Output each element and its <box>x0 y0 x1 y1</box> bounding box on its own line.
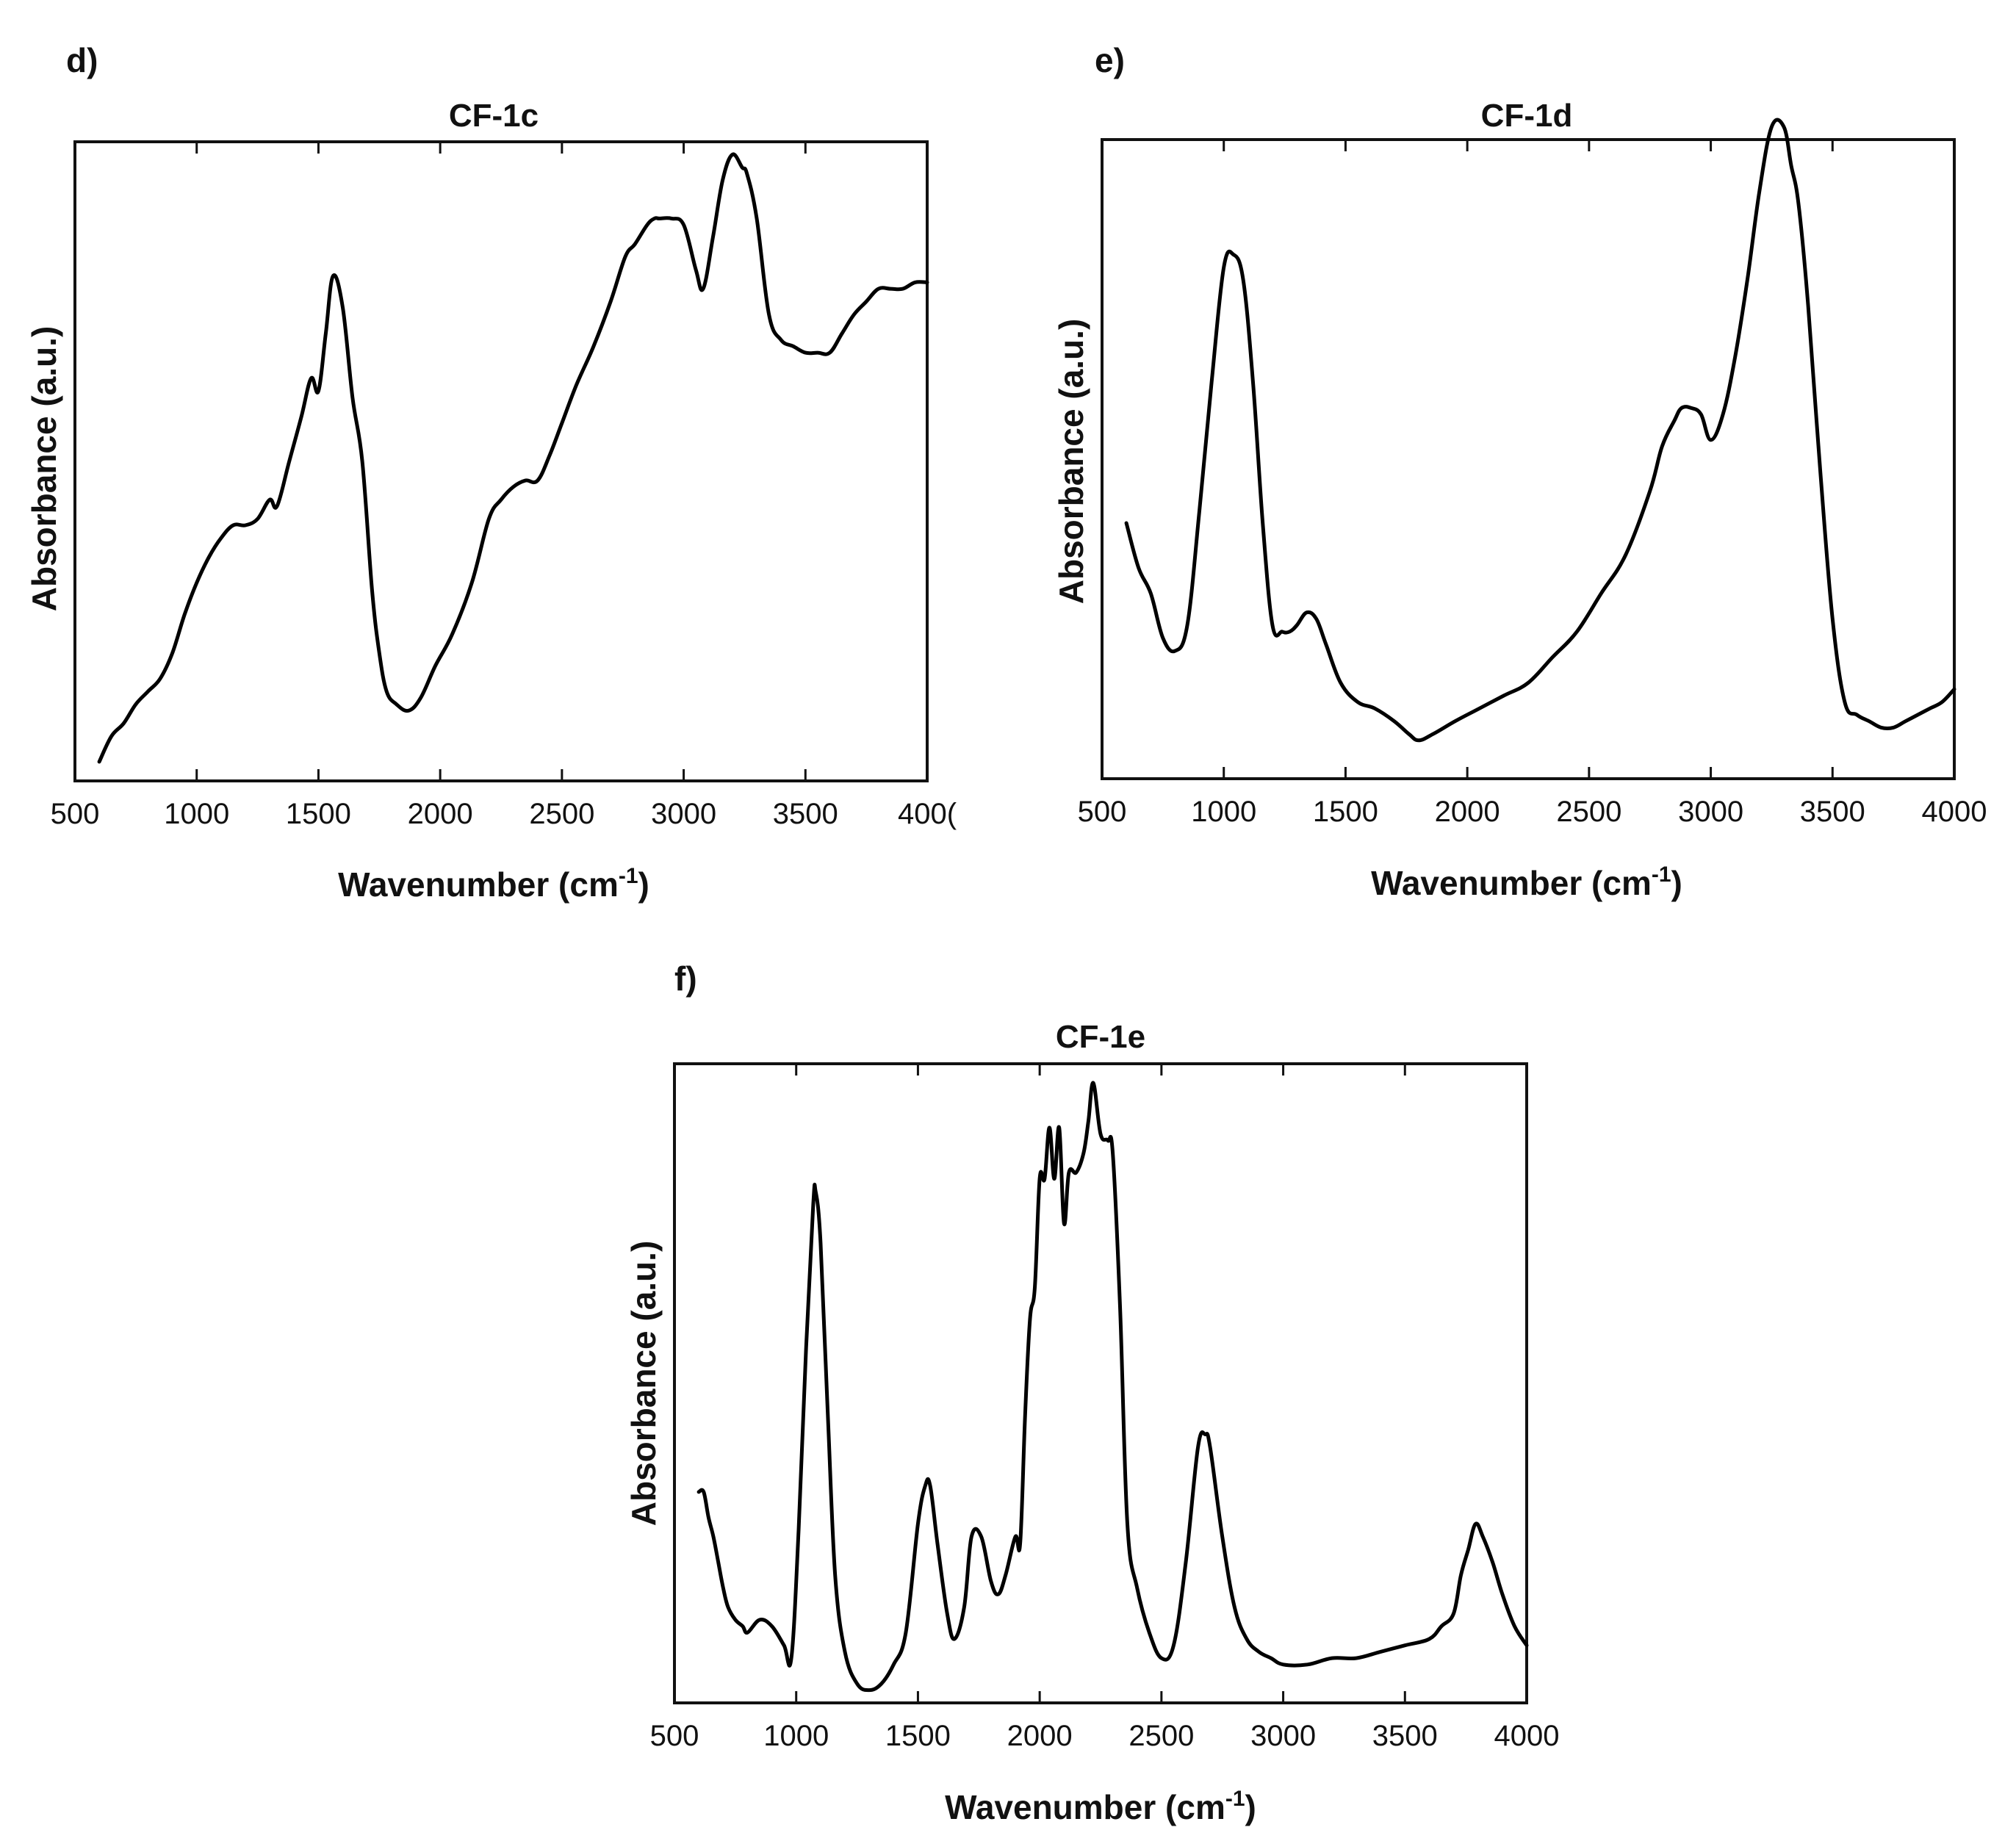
panel-label: f) <box>674 959 697 998</box>
x-tick-label: 400( <box>898 798 957 830</box>
x-tick-label: 2000 <box>1007 1720 1073 1752</box>
chart-title: CF-1d <box>1481 98 1573 134</box>
x-axis-tick-labels: 500 1000 1500 2000 2500 3000 3500 4000 <box>1078 796 1987 828</box>
plot-frame <box>73 140 929 782</box>
x-tick-label: 2500 <box>529 798 594 830</box>
spectrum-line-cf-1d <box>1124 118 1956 743</box>
y-axis-label: Absorbance (a.u.) <box>25 326 63 612</box>
x-axis-label: Wavenumber (cm-1) <box>1371 862 1682 902</box>
x-tick-label: 1500 <box>885 1720 951 1752</box>
spectrum-line-cf-1c <box>97 152 929 764</box>
x-axis-label: Wavenumber (cm-1) <box>945 1787 1256 1826</box>
x-axis-ticks <box>673 1064 1528 1703</box>
x-tick-label: 3500 <box>773 798 838 830</box>
x-tick-label: 2500 <box>1556 796 1621 828</box>
plot-frame <box>1101 138 1956 780</box>
x-axis-ticks <box>1101 140 1956 779</box>
x-tick-label: 500 <box>51 798 100 830</box>
x-tick-label: 1000 <box>164 798 229 830</box>
x-axis-ticks <box>73 142 929 781</box>
x-tick-label: 500 <box>650 1720 699 1752</box>
chart-title: CF-1c <box>449 98 539 134</box>
x-tick-label: 4000 <box>1922 796 1987 828</box>
panel-cf-1e: f) CF-1e 500 1000 1500 2000 2500 3000 3500 4000… <box>624 959 1559 1826</box>
x-axis-tick-labels: 500 1000 1500 2000 2500 3000 3500 400( <box>51 798 957 830</box>
panel-cf-1c: d) CF-1c 500 1000 1500 2000 2500 3000 3500 400(… <box>25 41 957 904</box>
x-tick-label: 2000 <box>408 798 473 830</box>
x-tick-label: 1000 <box>763 1720 829 1752</box>
x-axis-label: Wavenumber (cm-1) <box>338 864 649 904</box>
x-tick-label: 1500 <box>1313 796 1378 828</box>
panel-label: e) <box>1095 41 1125 79</box>
x-tick-label: 1500 <box>286 798 351 830</box>
x-tick-label: 2500 <box>1128 1720 1194 1752</box>
x-tick-label: 3000 <box>651 798 716 830</box>
x-tick-label: 3500 <box>1372 1720 1438 1752</box>
x-axis-tick-labels: 500 1000 1500 2000 2500 3000 3500 4000 <box>650 1720 1560 1752</box>
plot-frame <box>673 1062 1528 1704</box>
x-tick-label: 3500 <box>1800 796 1865 828</box>
chart-title: CF-1e <box>1056 1019 1145 1055</box>
y-axis-label: Absorbance (a.u.) <box>1052 319 1090 605</box>
x-tick-label: 2000 <box>1435 796 1500 828</box>
x-tick-label: 500 <box>1078 796 1127 828</box>
y-axis-label: Absorbance (a.u.) <box>624 1241 663 1527</box>
panel-cf-1d: e) CF-1d 500 1000 1500 2000 2500 3000 3500 4000… <box>1052 41 1987 902</box>
x-tick-label: 1000 <box>1191 796 1256 828</box>
spectrum-line-cf-1e <box>696 1081 1529 1693</box>
x-tick-label: 3000 <box>1250 1720 1316 1752</box>
x-tick-label: 3000 <box>1678 796 1743 828</box>
panel-label: d) <box>66 41 98 79</box>
x-tick-label: 4000 <box>1494 1720 1560 1752</box>
